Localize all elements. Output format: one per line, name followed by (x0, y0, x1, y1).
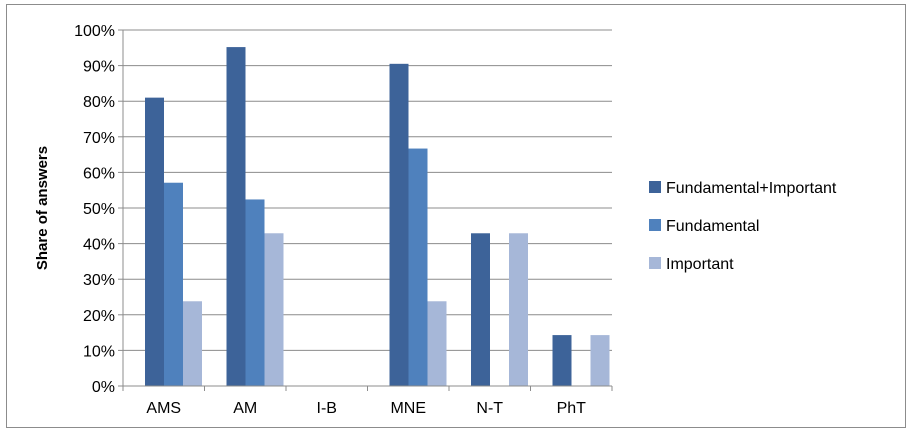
legend-swatch (649, 219, 661, 231)
bar-pht-series-3 (590, 335, 610, 386)
y-tick-label: 80% (83, 94, 115, 111)
bar-ams-series-2 (164, 182, 183, 386)
bar-pht-series-1 (552, 335, 572, 386)
x-tick-label: AM (233, 400, 257, 417)
bar-ams-series-1 (145, 97, 164, 386)
y-tick-label: 10% (83, 343, 115, 360)
x-tick-label: PhT (557, 400, 587, 417)
y-tick-label: 30% (83, 272, 115, 289)
bar-n-t-series-1 (471, 233, 490, 386)
x-tick-label: AMS (146, 400, 181, 417)
bar-mne-series-2 (408, 148, 428, 386)
y-tick-label: 90% (83, 59, 115, 76)
y-axis-ticks: 0% 10% 20% 30% 40% 50% 60% 70% 80% 90% 100% (74, 23, 123, 396)
legend-swatch (649, 257, 661, 269)
y-tick-label: 70% (83, 130, 115, 147)
x-tick-label: N-T (476, 400, 503, 417)
x-axis-ticks: AMS AM I-B MNE N-T PhT (122, 386, 613, 417)
y-tick-label: 40% (83, 237, 115, 254)
legend: Fundamental+Important Fundamental Importan… (649, 180, 837, 273)
y-tick-label: 100% (74, 23, 115, 40)
bars (145, 47, 610, 386)
y-tick-label: 60% (83, 165, 115, 182)
legend-entry: Fundamental (666, 218, 759, 235)
bar-ams-series-3 (183, 301, 202, 386)
bar-mne-series-3 (427, 301, 447, 386)
x-tick-label: I-B (317, 400, 337, 417)
x-tick-label: MNE (390, 400, 426, 417)
bar-am-series-2 (245, 199, 265, 386)
legend-entry: Important (666, 256, 734, 273)
y-tick-label: 0% (92, 379, 115, 396)
bar-n-t-series-3 (509, 233, 528, 386)
y-tick-label: 50% (83, 201, 115, 218)
bar-am-series-1 (226, 47, 246, 386)
legend-swatch (649, 181, 661, 193)
legend-entry: Fundamental+Important (666, 180, 837, 197)
bar-am-series-3 (264, 233, 284, 386)
gridlines (123, 29, 612, 351)
y-tick-label: 20% (83, 308, 115, 325)
bar-mne-series-1 (389, 63, 409, 386)
y-axis-label: Share of answers (34, 146, 51, 270)
